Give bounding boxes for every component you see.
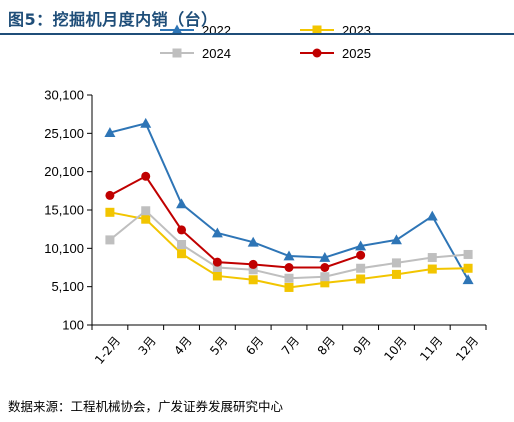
y-tick-label: 15,100 xyxy=(44,203,84,218)
x-tick-label: 5月 xyxy=(207,334,230,358)
data-point-2025 xyxy=(320,263,330,272)
legend-item-2025: 2025 xyxy=(300,46,371,61)
data-point-2024 xyxy=(284,273,294,283)
data-point-2024 xyxy=(212,263,222,272)
data-point-2024 xyxy=(177,240,187,249)
data-point-2022 xyxy=(426,210,438,221)
y-tick-label: 20,100 xyxy=(44,164,84,179)
data-point-2023 xyxy=(177,249,187,259)
x-tick-label: 1-2月 xyxy=(92,334,123,367)
data-point-2023 xyxy=(105,207,115,217)
data-point-2023 xyxy=(427,264,437,274)
data-point-2023 xyxy=(356,274,366,284)
legend-label: 2023 xyxy=(342,23,371,38)
legend-marker xyxy=(172,48,182,58)
y-tick-label: 10,100 xyxy=(44,241,84,256)
y-tick-label: 100 xyxy=(62,318,84,333)
series-2025 xyxy=(105,171,366,272)
source-note: 数据来源：工程机械协会，广发证券发展研究中心 xyxy=(8,399,284,414)
x-tick-label: 4月 xyxy=(171,334,194,358)
series-2023 xyxy=(105,207,473,292)
x-tick-label: 8月 xyxy=(315,334,338,358)
x-tick-label: 10月 xyxy=(381,334,409,364)
data-point-2025 xyxy=(284,263,294,272)
data-point-2023 xyxy=(212,271,222,281)
data-point-2022 xyxy=(462,274,474,285)
series-layer xyxy=(104,117,474,292)
title-divider xyxy=(0,33,514,35)
legend-marker xyxy=(312,48,322,58)
data-point-2023 xyxy=(391,269,401,279)
data-point-2025 xyxy=(141,171,151,181)
data-point-2024 xyxy=(427,253,437,263)
data-point-2022 xyxy=(283,250,295,261)
data-point-2024 xyxy=(320,272,330,282)
data-point-2025 xyxy=(105,190,115,200)
y-tick-label: 25,100 xyxy=(44,126,84,141)
x-tick-label: 3月 xyxy=(136,334,159,358)
data-point-2024 xyxy=(391,258,401,268)
series-2022 xyxy=(104,117,474,285)
data-point-2023 xyxy=(320,278,330,288)
data-point-2022 xyxy=(211,227,223,238)
data-point-2022 xyxy=(390,234,402,245)
data-point-2023 xyxy=(248,275,258,285)
data-point-2023 xyxy=(141,214,151,224)
data-point-2022 xyxy=(355,240,367,251)
data-point-2024 xyxy=(105,235,115,245)
legend-marker xyxy=(171,24,183,35)
legend-item-2023: 2023 xyxy=(300,23,371,38)
data-point-2022 xyxy=(140,117,152,128)
data-point-2022 xyxy=(176,198,188,209)
x-tick-label: 12月 xyxy=(453,334,481,364)
legend-item-2024: 2024 xyxy=(160,46,231,61)
data-point-2024 xyxy=(463,249,473,259)
data-point-2022 xyxy=(104,127,116,137)
data-point-2023 xyxy=(284,282,294,292)
legend-label: 2024 xyxy=(202,46,231,61)
x-tick-label: 11月 xyxy=(417,334,445,364)
x-tick-label: 9月 xyxy=(350,334,373,358)
x-tick-label: 7月 xyxy=(279,334,302,358)
data-point-2025 xyxy=(248,259,258,269)
y-tick-label: 30,100 xyxy=(44,88,84,103)
data-point-2025 xyxy=(356,250,366,260)
data-point-2023 xyxy=(463,263,473,273)
legend-label: 2025 xyxy=(342,46,371,61)
x-tick-label: 6月 xyxy=(243,334,266,358)
data-point-2025 xyxy=(177,225,187,235)
data-point-2022 xyxy=(247,236,259,247)
data-point-2024 xyxy=(141,206,151,216)
chart-title: 图5：挖掘机月度内销（台） xyxy=(8,10,218,29)
legend-marker xyxy=(312,25,322,35)
data-point-2022 xyxy=(319,252,331,262)
data-point-2025 xyxy=(212,257,222,267)
series-2024 xyxy=(105,206,473,283)
y-tick-label: 5,100 xyxy=(51,279,84,294)
series-line-2025 xyxy=(109,174,361,269)
data-point-2024 xyxy=(248,265,258,275)
data-point-2024 xyxy=(356,263,366,273)
